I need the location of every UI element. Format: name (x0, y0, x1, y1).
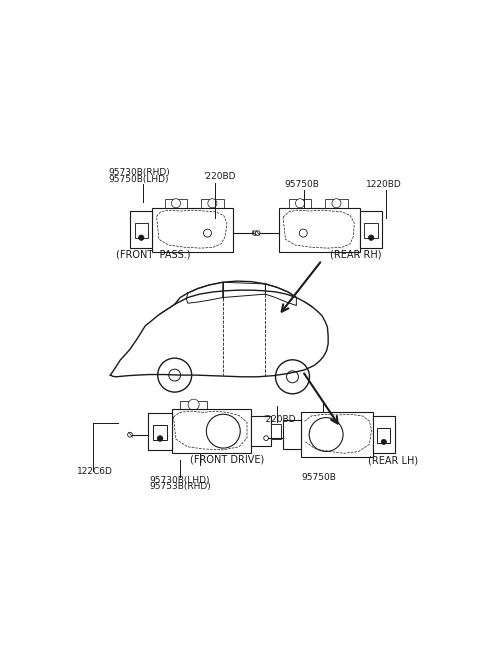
Circle shape (309, 418, 343, 451)
Bar (251, 417, 271, 446)
Circle shape (208, 198, 217, 208)
Circle shape (204, 229, 212, 237)
Circle shape (264, 436, 268, 440)
Bar (165, 199, 187, 208)
Bar (325, 199, 348, 208)
Bar (153, 208, 233, 252)
Circle shape (300, 229, 307, 237)
Bar (201, 199, 224, 208)
Bar (377, 428, 390, 443)
Bar (373, 416, 395, 453)
Circle shape (332, 198, 341, 208)
Circle shape (255, 231, 260, 235)
Text: (FRONT  PASS.): (FRONT PASS.) (116, 250, 190, 260)
Bar (172, 409, 251, 453)
Text: (REAR RH): (REAR RH) (330, 250, 381, 260)
Circle shape (171, 198, 180, 208)
Circle shape (287, 371, 299, 383)
Circle shape (158, 358, 192, 392)
Text: (FRONT DRIVE): (FRONT DRIVE) (190, 455, 264, 465)
Circle shape (369, 235, 374, 240)
Circle shape (296, 198, 305, 208)
Text: 1220BD: 1220BD (366, 179, 402, 189)
Text: '220BD: '220BD (263, 415, 296, 424)
Text: (REAR LH): (REAR LH) (369, 456, 419, 466)
Bar (148, 413, 172, 449)
Circle shape (128, 432, 132, 437)
Bar (288, 199, 312, 208)
Circle shape (381, 440, 386, 445)
Circle shape (206, 414, 240, 448)
Bar (134, 223, 148, 238)
Bar (364, 223, 378, 238)
Bar (271, 424, 281, 439)
Text: 95750B(LHD): 95750B(LHD) (108, 175, 168, 184)
Circle shape (276, 360, 310, 394)
Text: 95753B(RHD): 95753B(RHD) (149, 482, 211, 491)
Circle shape (188, 399, 199, 410)
Text: 95750B: 95750B (302, 473, 336, 482)
Text: 95730B(LHD): 95730B(LHD) (149, 476, 210, 485)
Text: 95730B(RHD): 95730B(RHD) (108, 168, 170, 177)
Bar (360, 211, 383, 248)
Bar (180, 401, 207, 409)
Bar (301, 412, 373, 457)
Text: 95750B: 95750B (285, 179, 320, 189)
Circle shape (157, 436, 163, 442)
Circle shape (169, 369, 180, 381)
Bar (130, 211, 153, 248)
Circle shape (252, 231, 257, 235)
Text: '220BD: '220BD (204, 171, 236, 181)
Bar (153, 425, 167, 440)
Text: 122C6D: 122C6D (77, 467, 113, 476)
Bar (283, 420, 301, 449)
Circle shape (139, 235, 144, 240)
Bar (279, 208, 360, 252)
